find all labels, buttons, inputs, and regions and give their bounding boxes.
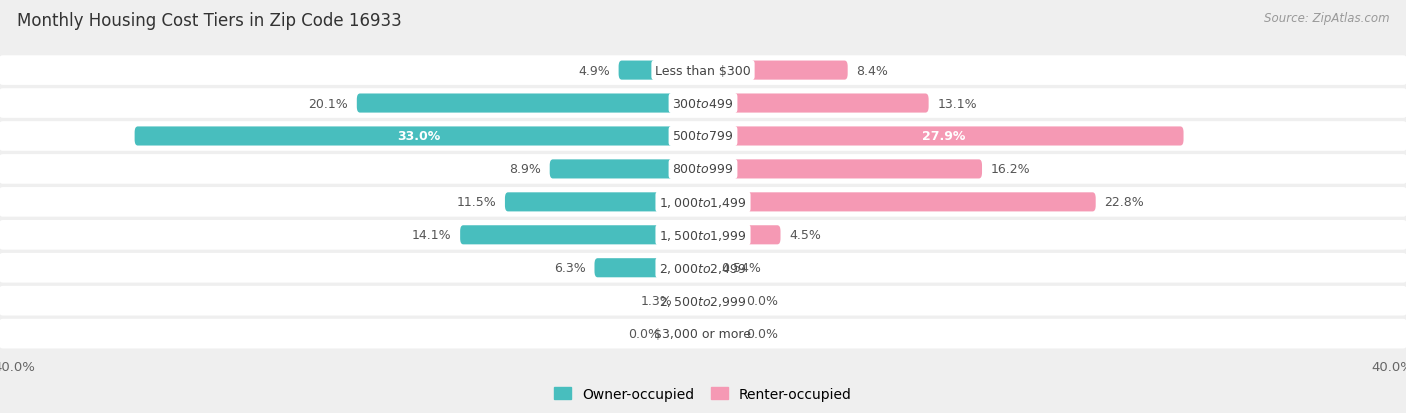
Text: $800 to $999: $800 to $999 [672,163,734,176]
FancyBboxPatch shape [135,127,703,146]
FancyBboxPatch shape [703,225,780,245]
FancyBboxPatch shape [703,160,981,179]
Text: Source: ZipAtlas.com: Source: ZipAtlas.com [1264,12,1389,25]
FancyBboxPatch shape [703,193,1095,212]
Text: 8.9%: 8.9% [509,163,541,176]
FancyBboxPatch shape [681,292,703,311]
Text: 0.54%: 0.54% [721,261,761,275]
FancyBboxPatch shape [0,253,1406,283]
Text: 4.9%: 4.9% [578,64,610,77]
Text: 1.3%: 1.3% [640,294,672,307]
Text: $300 to $499: $300 to $499 [672,97,734,110]
FancyBboxPatch shape [619,62,703,81]
FancyBboxPatch shape [0,221,1406,250]
FancyBboxPatch shape [550,160,703,179]
Legend: Owner-occupied, Renter-occupied: Owner-occupied, Renter-occupied [548,381,858,406]
Text: 14.1%: 14.1% [412,229,451,242]
Text: Monthly Housing Cost Tiers in Zip Code 16933: Monthly Housing Cost Tiers in Zip Code 1… [17,12,402,30]
Text: $1,500 to $1,999: $1,500 to $1,999 [659,228,747,242]
FancyBboxPatch shape [703,94,928,113]
Text: 4.5%: 4.5% [789,229,821,242]
FancyBboxPatch shape [703,62,848,81]
Text: 0.0%: 0.0% [747,294,778,307]
Text: 22.8%: 22.8% [1104,196,1144,209]
Text: 6.3%: 6.3% [554,261,586,275]
FancyBboxPatch shape [460,225,703,245]
FancyBboxPatch shape [0,56,1406,86]
FancyBboxPatch shape [0,89,1406,119]
Text: $500 to $799: $500 to $799 [672,130,734,143]
Text: $1,000 to $1,499: $1,000 to $1,499 [659,195,747,209]
Text: 20.1%: 20.1% [308,97,349,110]
Text: 33.0%: 33.0% [396,130,440,143]
FancyBboxPatch shape [0,319,1406,349]
Text: 11.5%: 11.5% [457,196,496,209]
FancyBboxPatch shape [703,127,1184,146]
Text: $2,000 to $2,499: $2,000 to $2,499 [659,261,747,275]
Text: $2,500 to $2,999: $2,500 to $2,999 [659,294,747,308]
FancyBboxPatch shape [0,188,1406,217]
FancyBboxPatch shape [0,122,1406,152]
FancyBboxPatch shape [0,155,1406,184]
FancyBboxPatch shape [595,259,703,278]
Text: 0.0%: 0.0% [628,328,659,340]
FancyBboxPatch shape [357,94,703,113]
Text: 16.2%: 16.2% [991,163,1031,176]
Text: 27.9%: 27.9% [921,130,965,143]
Text: 0.0%: 0.0% [747,328,778,340]
Text: Less than $300: Less than $300 [655,64,751,77]
Text: 13.1%: 13.1% [938,97,977,110]
FancyBboxPatch shape [703,259,713,278]
Text: $3,000 or more: $3,000 or more [655,328,751,340]
FancyBboxPatch shape [0,286,1406,316]
Text: 8.4%: 8.4% [856,64,889,77]
FancyBboxPatch shape [505,193,703,212]
